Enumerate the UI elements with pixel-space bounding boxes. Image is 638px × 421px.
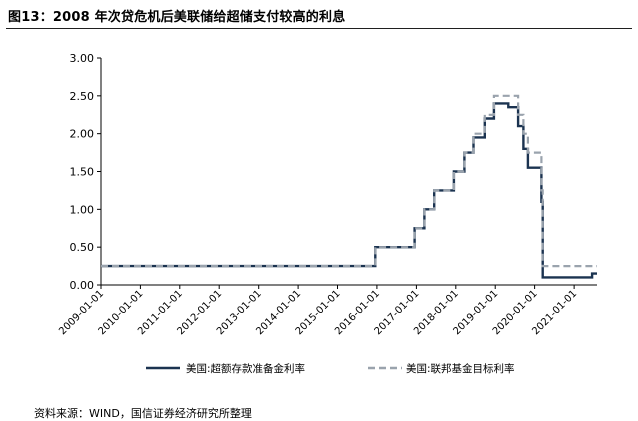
figure-title: 图13：2008 年次贷危机后美联储给超储支付较高的利息: [8, 10, 346, 25]
legend-label: 美国:超额存款准备金利率: [186, 362, 305, 375]
y-tick-label: 1.00: [70, 203, 95, 216]
rate-chart: 0.00 0.50 1.00 1.50 2.00 2.50 3.00 2009-01-012…: [57, 52, 597, 375]
y-tick-label: 2.00: [70, 128, 95, 141]
series-line-fed-funds-target: [101, 94, 597, 268]
legend: 美国:超额存款准备金利率 美国:联邦基金目标利率: [146, 362, 515, 375]
series-layer: [101, 94, 597, 279]
y-tick-label: 1.50: [70, 166, 95, 179]
y-tick-label: 0.00: [70, 279, 95, 292]
series-line-excess-reserve-rate: [101, 102, 597, 279]
y-tick-label: 0.50: [70, 241, 95, 254]
x-axis: 2009-01-012010-01-012011-01-012012-01-01…: [57, 284, 597, 337]
y-tick-label: 3.00: [70, 52, 95, 65]
legend-label: 美国:联邦基金目标利率: [406, 362, 515, 375]
y-axis: 0.00 0.50 1.00 1.50 2.00 2.50 3.00: [70, 52, 102, 292]
source-note: 资料来源：WIND，国信证券经济研究所整理: [34, 407, 252, 420]
y-tick-label: 2.50: [70, 90, 95, 103]
title-rule: [6, 28, 632, 29]
